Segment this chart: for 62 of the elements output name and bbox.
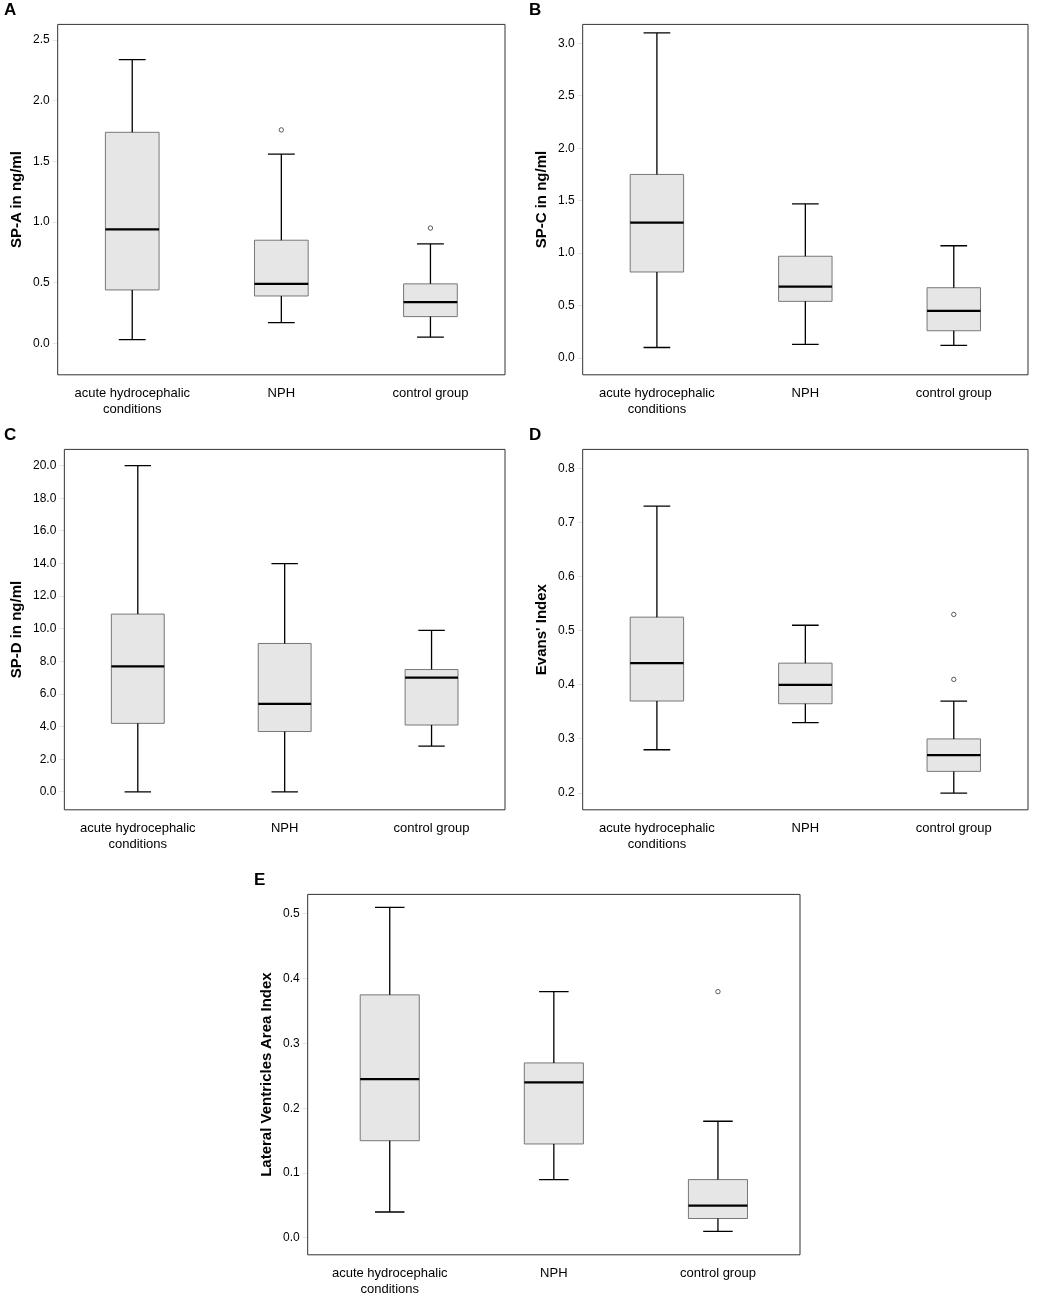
x-tick-label: control group — [680, 1265, 756, 1281]
y-tick-label: 0.8 — [557, 460, 575, 475]
y-tick-label: 0.3 — [282, 1035, 300, 1050]
y-tick-label: 1.0 — [557, 245, 575, 260]
x-tick-label: NPH — [791, 385, 820, 401]
x-tick-label: acute hydrocephalic conditions — [79, 820, 197, 851]
y-tick-label: 0.0 — [282, 1230, 300, 1245]
y-axis-title: SP-D in ng/ml — [7, 580, 25, 679]
x-tick-label: acute hydrocephalic conditions — [331, 1265, 449, 1296]
x-tick-label: acute hydrocephalic conditions — [599, 820, 716, 851]
chart-title: D — [529, 424, 542, 444]
y-tick-label: 0.0 — [39, 784, 57, 799]
y-tick-label: 10.0 — [33, 621, 57, 636]
x-tick-label: control group — [392, 385, 469, 401]
y-tick-label: 0.5 — [557, 622, 575, 637]
chart-title: E — [254, 869, 266, 889]
y-tick-label: 2.0 — [32, 93, 50, 108]
x-tick-label: NPH — [540, 1265, 568, 1281]
x-tick-label: NPH — [270, 820, 299, 836]
y-axis-title: SP-A in ng/ml — [7, 151, 25, 249]
y-tick-label: 0.6 — [557, 568, 575, 583]
y-axis-title: SP-C in ng/ml — [532, 150, 550, 249]
y-tick-label: 2.5 — [32, 32, 50, 47]
x-tick-label: control group — [915, 820, 992, 836]
y-tick-label: 0.2 — [557, 785, 575, 800]
y-tick-label: 1.5 — [32, 153, 50, 168]
y-tick-label: 1.5 — [557, 192, 575, 207]
y-tick-label: 3.0 — [557, 35, 575, 50]
y-tick-label: 18.0 — [33, 490, 57, 505]
y-tick-label: 2.0 — [39, 751, 57, 766]
y-axis-title: Lateral Ventricles Area Index — [257, 971, 275, 1177]
x-tick-label: acute hydrocephalic conditions — [599, 385, 716, 416]
x-tick-label: acute hydrocephalic conditions — [74, 385, 191, 416]
y-tick-label: 0.2 — [282, 1100, 300, 1115]
y-tick-label: 0.4 — [282, 970, 300, 985]
y-tick-label: 0.5 — [557, 297, 575, 312]
y-tick-label: 2.0 — [557, 140, 575, 155]
y-tick-label: 1.0 — [32, 214, 50, 229]
y-tick-label: 20.0 — [33, 458, 57, 473]
y-tick-label: 0.0 — [557, 350, 575, 365]
y-tick-label: 0.3 — [557, 731, 575, 746]
y-tick-label: 14.0 — [33, 555, 57, 570]
y-axis-title: Evans' Index — [532, 583, 550, 676]
x-tick-label: NPH — [791, 820, 820, 836]
y-tick-label: 12.0 — [33, 588, 57, 603]
y-tick-label: 0.5 — [32, 274, 50, 289]
x-tick-label: NPH — [267, 385, 296, 401]
y-tick-label: 8.0 — [39, 653, 57, 668]
x-tick-label: control group — [393, 820, 470, 836]
x-tick-label: control group — [915, 385, 992, 401]
chart-title: B — [529, 0, 542, 19]
y-tick-label: 0.1 — [282, 1165, 300, 1180]
y-tick-label: 2.5 — [557, 88, 575, 103]
y-tick-label: 6.0 — [39, 686, 57, 701]
y-tick-label: 0.7 — [557, 514, 575, 529]
y-tick-label: 0.4 — [557, 677, 575, 692]
chart-title: C — [4, 424, 17, 444]
y-tick-label: 0.5 — [282, 906, 300, 921]
y-tick-label: 0.0 — [32, 335, 50, 350]
y-tick-label: 16.0 — [33, 523, 57, 538]
chart-title: A — [4, 0, 17, 19]
y-tick-label: 4.0 — [39, 718, 57, 733]
